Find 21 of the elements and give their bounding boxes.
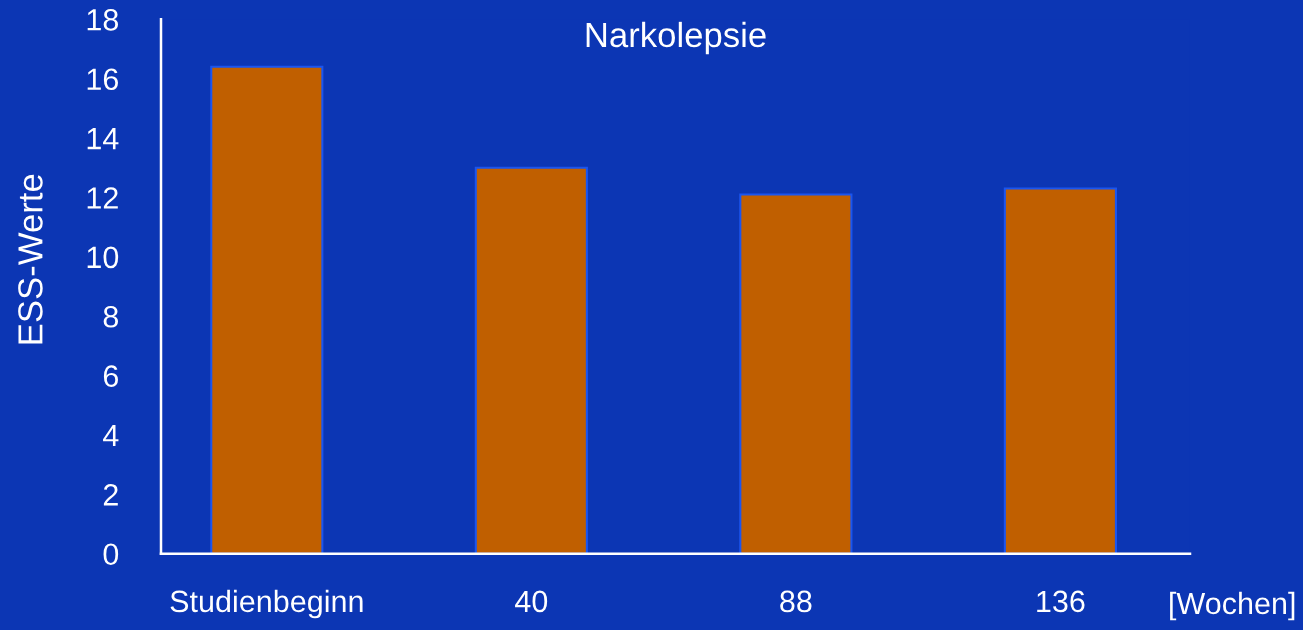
bar	[474, 166, 588, 554]
bar	[739, 193, 853, 554]
x-axis-title: [Wochen]	[1170, 591, 1295, 621]
x-tick-label: 40	[515, 590, 548, 613]
y-tick-label: 4	[103, 424, 119, 447]
y-tick-label: 18	[87, 9, 119, 31]
x-tick-label: Studienbeginn	[170, 589, 363, 619]
y-tick-label: 10	[87, 246, 119, 269]
x-tick-label: 136	[1037, 590, 1085, 613]
y-tick-label: 8	[103, 305, 119, 328]
bar	[1003, 187, 1117, 554]
y-tick-label: 2	[103, 484, 118, 506]
y-axis-title: ESS-Werte	[18, 174, 43, 344]
y-tick-label: 14	[87, 128, 119, 150]
y-tick-label: 12	[87, 187, 118, 209]
x-tick-label: 88	[780, 590, 812, 613]
y-tick-label: 0	[103, 543, 119, 566]
y-tick-label: 16	[87, 68, 118, 91]
chart-title: Narkolepsie	[586, 21, 766, 55]
y-tick-label: 6	[103, 365, 118, 387]
bar	[210, 65, 324, 554]
